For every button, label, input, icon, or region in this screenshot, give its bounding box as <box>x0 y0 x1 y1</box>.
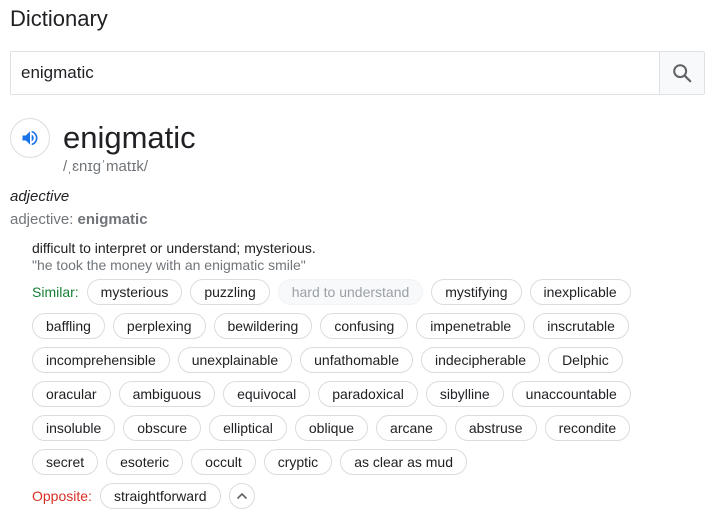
similar-row-1: baffling perplexing bewildering confusing im… <box>32 313 702 339</box>
word-forms: adjective: enigmatic <box>10 211 148 228</box>
speaker-icon <box>22 130 38 146</box>
synonym-chip[interactable]: recondite <box>544 415 631 441</box>
synonym-chip[interactable]: equivocal <box>223 381 311 407</box>
synonym-chip: hard to understand <box>277 279 424 305</box>
synonym-chip[interactable]: obscure <box>123 415 202 441</box>
synonym-chip[interactable]: insoluble <box>32 415 116 441</box>
dictionary-title: Dictionary <box>10 6 108 31</box>
synonym-chip[interactable]: unaccountable <box>511 381 631 407</box>
synonym-chip[interactable]: inexplicable <box>529 279 631 305</box>
definition: difficult to interpret or understand; my… <box>32 240 316 256</box>
synonym-chip[interactable]: mystifying <box>431 279 522 305</box>
synonym-chip[interactable]: oracular <box>32 381 111 407</box>
search-input[interactable] <box>11 52 659 94</box>
synonym-chip[interactable]: esoteric <box>106 449 184 475</box>
synonym-chip[interactable]: sibylline <box>425 381 504 407</box>
synonym-chip[interactable]: impenetrable <box>416 313 526 339</box>
synonym-chip[interactable]: baffling <box>32 313 105 339</box>
synonym-chip[interactable]: inscrutable <box>533 313 629 339</box>
synonym-chip[interactable]: arcane <box>376 415 447 441</box>
synonym-chip[interactable]: bewildering <box>213 313 313 339</box>
similar-row-3: oracular ambiguous equivocal paradoxical sib… <box>32 381 702 407</box>
antonym-chip[interactable]: straightforward <box>99 483 221 509</box>
phonetic-spelling: /ˌɛnɪɡˈmatɪk/ <box>63 158 149 175</box>
pronunciation-button[interactable] <box>10 118 50 158</box>
example-sentence: "he took the money with an enigmatic smi… <box>32 257 306 273</box>
synonym-chip[interactable]: indecipherable <box>420 347 541 373</box>
search-button[interactable] <box>659 52 704 94</box>
opposite-label: Opposite: <box>32 488 92 504</box>
synonym-chip[interactable]: cryptic <box>263 449 333 475</box>
synonym-chip[interactable]: abstruse <box>454 415 537 441</box>
synonyms-antonyms: Similar: mysterious puzzling hard to under… <box>32 279 702 517</box>
synonym-chip[interactable]: secret <box>32 449 99 475</box>
synonym-chip[interactable]: mysterious <box>86 279 183 305</box>
synonym-chip[interactable]: unfathomable <box>300 347 413 373</box>
word-forms-label: adjective: <box>10 211 78 228</box>
synonym-chip[interactable]: paradoxical <box>318 381 418 407</box>
synonym-chip[interactable]: occult <box>191 449 256 475</box>
search-box <box>10 51 705 95</box>
headword: enigmatic <box>63 120 196 155</box>
chevron-up-icon <box>236 493 247 499</box>
word-forms-value: enigmatic <box>77 211 148 228</box>
similar-row-4: insoluble obscure elliptical oblique arcane a… <box>32 415 702 441</box>
similar-label: Similar: <box>32 284 79 300</box>
opposite-row: Opposite: straightforward <box>32 483 702 509</box>
synonym-chip[interactable]: oblique <box>294 415 369 441</box>
similar-row-5: secret esoteric occult cryptic as clear as m… <box>32 449 702 475</box>
synonym-chip[interactable]: elliptical <box>209 415 287 441</box>
collapse-button[interactable] <box>228 483 255 509</box>
search-icon <box>673 64 692 83</box>
synonym-chip[interactable]: puzzling <box>190 279 270 305</box>
synonym-chip[interactable]: unexplainable <box>177 347 293 373</box>
synonym-chip[interactable]: incomprehensible <box>32 347 170 373</box>
similar-row-2: incomprehensible unexplainable unfathomabl… <box>32 347 702 373</box>
part-of-speech: adjective <box>10 188 70 205</box>
similar-row-0: Similar: mysterious puzzling hard to under… <box>32 279 702 305</box>
synonym-chip[interactable]: perplexing <box>112 313 206 339</box>
synonym-chip[interactable]: confusing <box>320 313 409 339</box>
synonym-chip[interactable]: as clear as mud <box>340 449 468 475</box>
synonym-chip[interactable]: ambiguous <box>118 381 216 407</box>
synonym-chip[interactable]: Delphic <box>548 347 623 373</box>
